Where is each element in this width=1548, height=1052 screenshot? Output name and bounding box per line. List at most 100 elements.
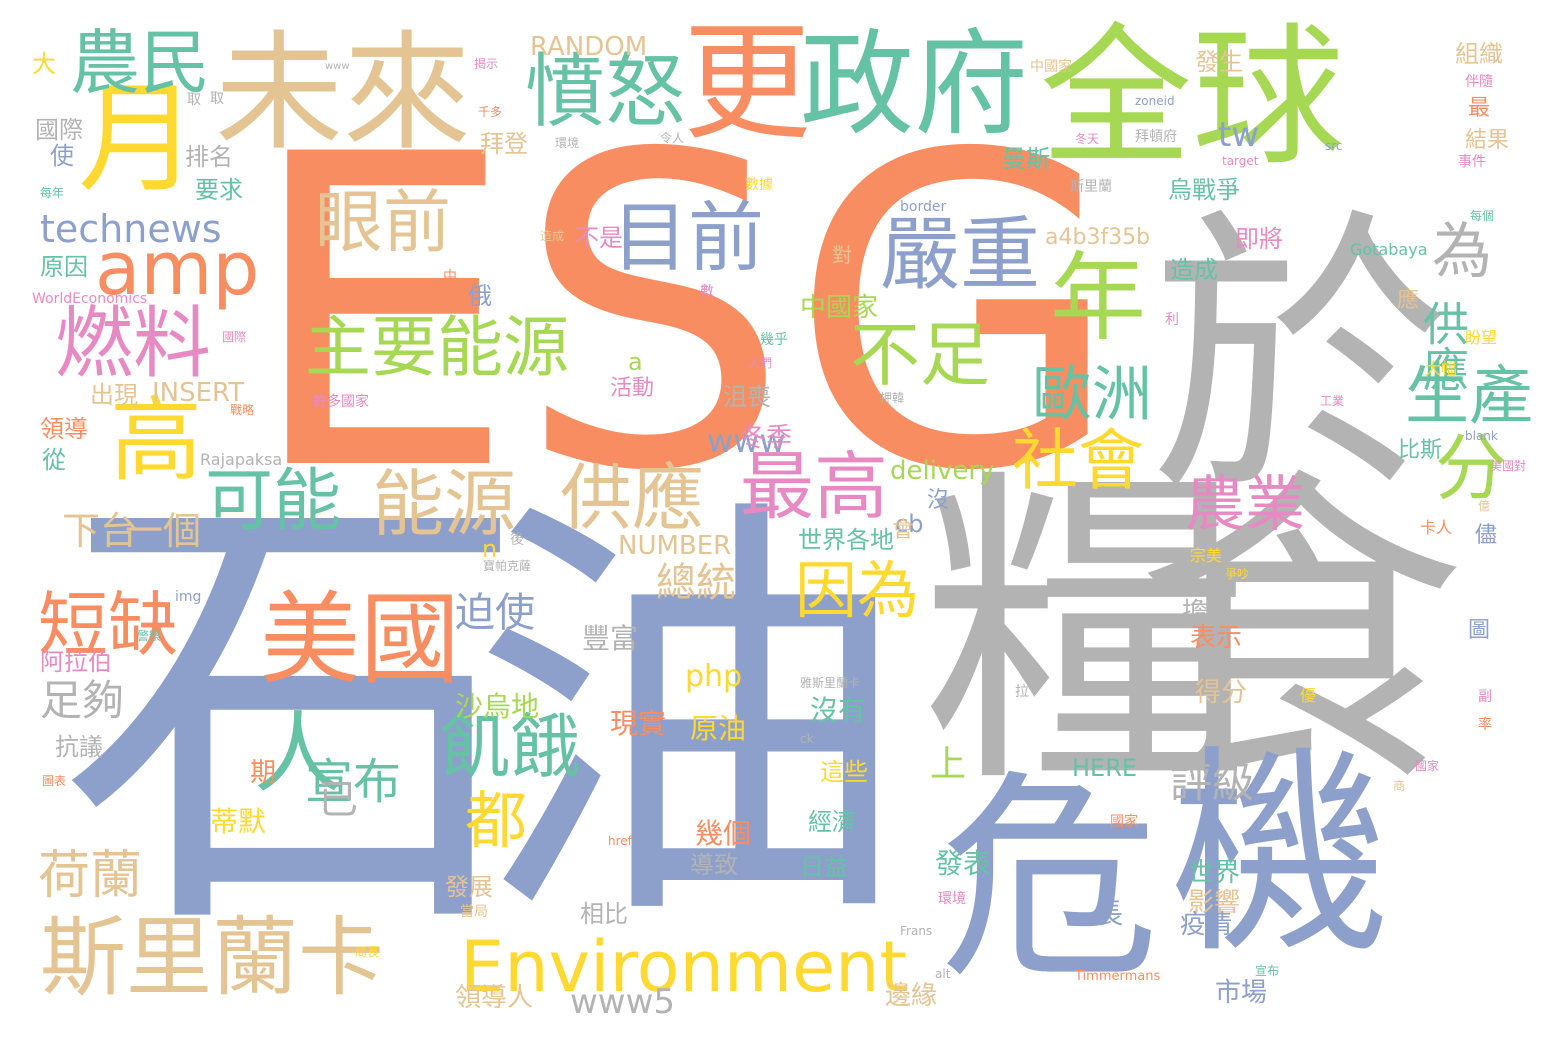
cloud-word: 相比	[580, 900, 628, 928]
cloud-word: 表示	[1190, 623, 1243, 653]
cloud-word: 主要能源	[305, 309, 569, 386]
cloud-word: WorldEconomics	[32, 291, 148, 307]
cloud-word: 烏戰爭	[1168, 176, 1240, 204]
cloud-word: 沒	[927, 488, 950, 513]
cloud-word: 造成	[540, 229, 565, 243]
cloud-word: 出現	[90, 381, 138, 409]
cloud-word: 美國	[260, 581, 460, 698]
cloud-word: 能源	[372, 462, 517, 546]
cloud-word: 危	[940, 752, 1161, 1008]
cloud-word: 人們	[748, 356, 773, 370]
cloud-word: 年	[1050, 242, 1146, 354]
cloud-word: 下台	[62, 509, 139, 553]
cloud-word: HERE	[1072, 754, 1138, 782]
cloud-word: n	[482, 535, 498, 563]
cloud-word: 造成	[1170, 256, 1218, 284]
cloud-word: 當局	[460, 904, 488, 920]
cloud-word: 分	[1435, 426, 1508, 510]
cloud-word: 每年	[40, 186, 65, 200]
cloud-word: 爭吵	[1225, 567, 1250, 581]
cloud-word: 可能	[205, 462, 342, 541]
cloud-word: 世界各地	[798, 526, 894, 554]
cloud-word: 警察	[137, 629, 162, 643]
cloud-word: 領導	[40, 415, 88, 443]
cloud-word: 為	[1432, 217, 1492, 287]
cloud-word: RANDOM	[530, 32, 648, 62]
cloud-word: 目前	[612, 193, 764, 282]
cloud-word: 雅斯里蘭卡	[800, 676, 861, 690]
cloud-word: 短缺	[38, 584, 178, 666]
cloud-word: 俄	[468, 282, 492, 310]
cloud-word: 要求	[195, 176, 243, 204]
cloud-word: 副	[1478, 689, 1492, 705]
cloud-word: 率	[1478, 717, 1492, 733]
cloud-word: 供應	[1416, 300, 1470, 392]
cloud-word: 已	[318, 777, 358, 823]
cloud-word: img	[175, 589, 202, 605]
cloud-word: 組織	[1455, 40, 1503, 68]
cloud-word: 國際	[35, 116, 83, 144]
cloud-word: 宣布	[305, 754, 402, 810]
cloud-word: 環境	[938, 891, 966, 907]
cloud-word: 圖	[1468, 618, 1491, 643]
cloud-word: 燃料	[55, 299, 212, 389]
cloud-word: 押韓	[880, 391, 905, 405]
cloud-word: 影響	[1188, 888, 1241, 918]
cloud-word: 迫使	[455, 590, 535, 636]
cloud-word: 後	[510, 532, 524, 548]
cloud-word: 未來	[215, 19, 472, 168]
cloud-word: 會	[892, 518, 915, 543]
cloud-word: 中	[443, 269, 457, 285]
cloud-word: 每個	[1470, 209, 1495, 223]
cloud-word: 數據	[745, 177, 773, 193]
cloud-word: 人	[254, 702, 343, 805]
cloud-word: www	[325, 61, 350, 72]
cloud-word: 發展	[445, 873, 493, 901]
cloud-word: 沙烏地	[455, 690, 540, 723]
cloud-word: 數	[700, 284, 714, 300]
cloud-word: 日益	[800, 853, 848, 881]
cloud-word: 局長	[355, 945, 380, 959]
cloud-word: 足夠	[40, 676, 125, 725]
cloud-word: 不是	[575, 224, 623, 252]
cloud-word: 千多	[478, 105, 503, 119]
cloud-word: 中國家	[800, 293, 879, 323]
cloud-word: 於	[1150, 185, 1450, 534]
cloud-word: 國家	[1415, 759, 1440, 773]
cloud-word: 使	[50, 142, 74, 170]
cloud-word: 事件	[1458, 154, 1486, 170]
cloud-word: 這些	[820, 758, 868, 786]
cloud-word: 令人	[660, 131, 685, 145]
cloud-word: a	[628, 348, 643, 376]
cloud-word: 食	[1135, 443, 1465, 827]
cloud-word: 宗美	[1190, 546, 1223, 565]
cloud-word: 導致	[690, 851, 738, 879]
cloud-word: 糧	[920, 443, 1250, 827]
cloud-word: 最	[1468, 96, 1491, 121]
cloud-word: 生產	[1405, 360, 1533, 434]
cloud-word: Timmermans	[1075, 969, 1161, 984]
cloud-word: 豐富	[582, 622, 639, 655]
cloud-word: 高	[110, 387, 203, 494]
cloud-word: blank	[1465, 429, 1498, 443]
cloud-word: 大	[32, 50, 56, 78]
cloud-word: 經濟	[808, 808, 856, 836]
cloud-word: alt	[935, 967, 951, 981]
cloud-word: Environment	[460, 926, 907, 1008]
cloud-word: www5	[570, 982, 676, 1022]
cloud-word: 卡人	[1420, 518, 1453, 537]
cloud-word: ck	[800, 732, 814, 746]
cloud-word: 大幅	[1425, 359, 1458, 378]
cloud-word: 因為	[795, 554, 920, 627]
cloud-word: 嚴重	[880, 208, 1040, 301]
cloud-word: delivery	[890, 456, 995, 486]
cloud-word: Frans	[900, 924, 933, 938]
cloud-word: 擔心	[1182, 598, 1235, 628]
cloud-word: 揭示	[474, 57, 499, 71]
cloud-word: 環境	[555, 136, 580, 150]
cloud-word: 比斯	[1398, 438, 1443, 463]
cloud-word: 原因	[40, 253, 88, 281]
cloud-word: 現實	[610, 707, 667, 740]
cloud-word: 總統	[656, 560, 736, 606]
